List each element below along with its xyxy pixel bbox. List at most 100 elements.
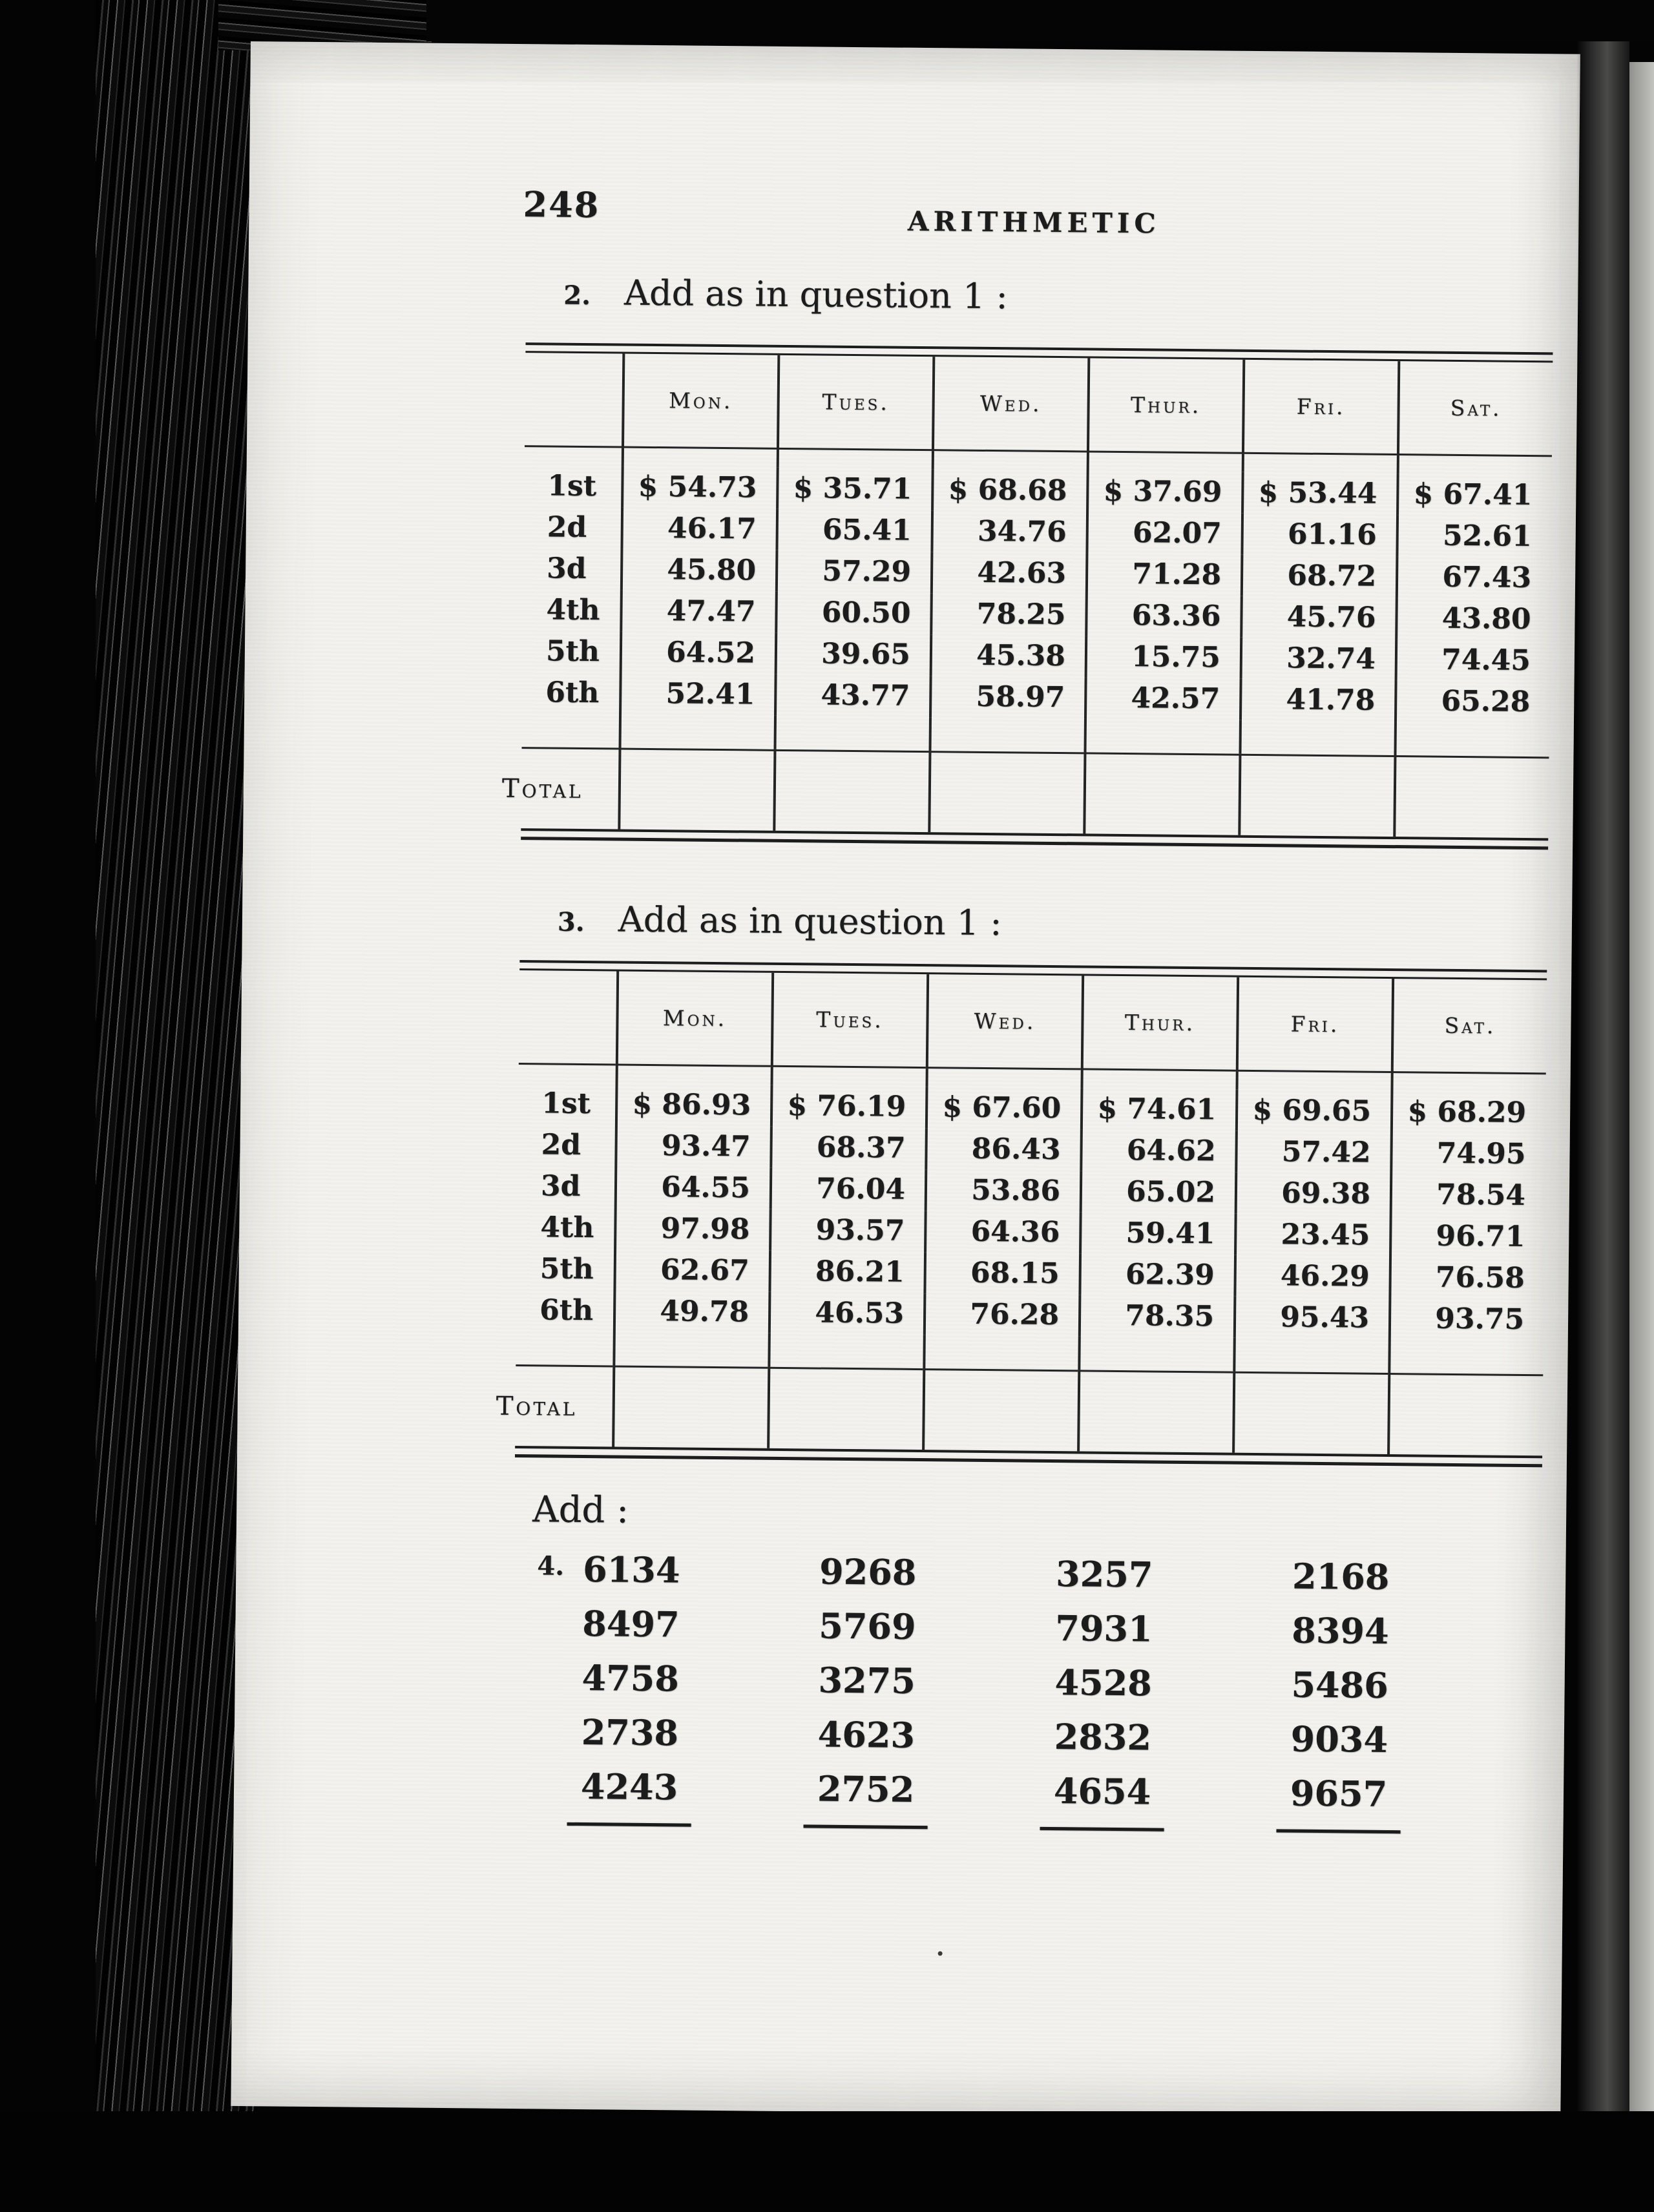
spacer-cell xyxy=(923,1335,1078,1370)
table-header-row: Mon. Tues. Wed. Thur. Fri. Sat. xyxy=(524,353,1553,457)
day-header: Wed. xyxy=(931,357,1088,453)
money-cell: $ 86.93 xyxy=(614,1083,771,1127)
money-cell: 57.42 xyxy=(1235,1131,1390,1174)
addition-column: 2168 8394 5486 9034 9657 xyxy=(1276,1549,1401,1834)
day-header: Tues. xyxy=(770,972,927,1069)
addition-number: 8497 xyxy=(582,1603,680,1645)
row-label: 5th xyxy=(539,1252,594,1286)
spacer-cell xyxy=(1080,1070,1236,1090)
day-header: Sat. xyxy=(1396,361,1553,457)
book-page-edges-left xyxy=(96,0,257,2212)
total-cell xyxy=(1077,1370,1233,1453)
money-cell: 96.71 xyxy=(1389,1215,1545,1258)
addition-number: 2832 xyxy=(1054,1716,1152,1758)
money-cell: 62.67 xyxy=(613,1249,769,1292)
money-cell: 76.58 xyxy=(1388,1257,1545,1300)
money-cell: 76.28 xyxy=(923,1293,1079,1337)
spacer-cell xyxy=(925,1069,1081,1089)
money-cell: 78.25 xyxy=(930,593,1085,636)
row-label: 5th xyxy=(545,634,600,669)
addition-number: 4528 xyxy=(1054,1662,1153,1704)
total-cell xyxy=(922,1368,1078,1452)
addition-number: 9034 xyxy=(1290,1718,1388,1761)
money-cell: 64.36 xyxy=(924,1211,1080,1254)
money-cell: 49.78 xyxy=(612,1290,769,1333)
money-cell: 65.41 xyxy=(775,508,932,552)
money-cell: 46.53 xyxy=(768,1291,924,1335)
spacer-cell xyxy=(928,717,1084,753)
addition-number: 3275 xyxy=(818,1659,916,1702)
money-cell: 47.47 xyxy=(620,590,775,633)
total-cell xyxy=(928,751,1084,834)
money-cell: $ 69.65 xyxy=(1235,1089,1391,1133)
row-label: 4th xyxy=(540,1211,594,1245)
spacer-cell xyxy=(1388,1339,1544,1375)
total-cell xyxy=(618,747,774,831)
row-label: 4th xyxy=(546,593,600,627)
addition-number: 6134 xyxy=(582,1549,680,1591)
scan-border-top xyxy=(426,0,1654,41)
money-cell: 58.97 xyxy=(929,676,1085,719)
money-cell: 52.41 xyxy=(619,673,775,716)
sum-line xyxy=(803,1824,928,1830)
day-header: Tues. xyxy=(776,355,933,452)
addition-column: 6134 8497 4758 2738 4243 xyxy=(567,1542,691,1827)
spacer-cell xyxy=(1235,1071,1391,1092)
money-cell: $ 54.73 xyxy=(621,466,777,509)
money-cell: 93.57 xyxy=(769,1209,925,1253)
spacer-cell xyxy=(1083,718,1239,754)
money-cell: 86.43 xyxy=(925,1128,1080,1171)
spacer-cell xyxy=(776,449,932,470)
money-cell: 71.28 xyxy=(1085,553,1241,596)
spacer-cell xyxy=(519,1065,616,1083)
corner-cell xyxy=(518,970,617,1066)
money-cell: 64.55 xyxy=(614,1166,770,1209)
money-cell: $ 35.71 xyxy=(776,467,932,511)
row-label: 2d xyxy=(541,1128,581,1162)
money-cell: 68.15 xyxy=(923,1252,1080,1295)
total-row: Total xyxy=(502,747,1549,839)
sum-line xyxy=(1276,1829,1401,1834)
spacer-cell xyxy=(618,714,775,749)
spacer-cell xyxy=(615,1065,771,1085)
running-head: ARITHMETIC xyxy=(907,205,1161,240)
money-cell: 69.38 xyxy=(1234,1172,1390,1216)
spine-shadow xyxy=(1576,37,1629,2120)
money-cell: 46.17 xyxy=(620,507,777,550)
addition-number: 5486 xyxy=(1291,1664,1389,1707)
scanned-page: 248 ARITHMETIC 2. Add as in question 1 :… xyxy=(231,41,1580,2119)
money-cell: 62.39 xyxy=(1078,1253,1235,1297)
money-cell: 60.50 xyxy=(775,591,930,635)
money-cell: 74.45 xyxy=(1394,639,1551,682)
addition-number: 7931 xyxy=(1055,1607,1153,1650)
money-table-2: Mon. Tues. Wed. Thur. Fri. Sat. 1st $ 86.93 $ 76… xyxy=(496,960,1547,1468)
addition-number: 3257 xyxy=(1055,1553,1153,1596)
money-cell: 42.57 xyxy=(1083,677,1240,720)
spacer-cell xyxy=(768,1333,923,1369)
total-label: Total xyxy=(496,1364,613,1447)
money-cell: 32.74 xyxy=(1239,637,1396,681)
money-cell: $ 68.68 xyxy=(931,469,1087,512)
total-cell xyxy=(1232,1371,1388,1454)
money-cell: $ 67.41 xyxy=(1396,474,1552,517)
addition-number: 2752 xyxy=(817,1768,915,1810)
addition-number: 4654 xyxy=(1053,1770,1151,1813)
addition-number: 4623 xyxy=(817,1713,916,1756)
money-cell: $ 37.69 xyxy=(1086,470,1242,514)
money-cell: 42.63 xyxy=(930,552,1086,595)
problem-2-heading: 2. Add as in question 1 : xyxy=(563,272,1008,317)
spacer-cell xyxy=(1086,452,1242,472)
total-cell xyxy=(612,1365,768,1448)
money-cell: 64.62 xyxy=(1080,1129,1235,1173)
addition-number: 2168 xyxy=(1292,1555,1390,1598)
sum-line xyxy=(1040,1826,1164,1831)
addition-number: 9268 xyxy=(819,1550,917,1593)
money-cell: 57.29 xyxy=(775,550,931,594)
money-cell: 65.28 xyxy=(1394,680,1550,724)
total-cell xyxy=(773,749,929,833)
addition-number: 4758 xyxy=(581,1657,680,1700)
spacer-cell xyxy=(612,1331,768,1367)
spacer-cell xyxy=(773,715,930,751)
problem-2-number: 2. xyxy=(563,280,591,311)
money-cell: $ 67.60 xyxy=(925,1087,1081,1130)
